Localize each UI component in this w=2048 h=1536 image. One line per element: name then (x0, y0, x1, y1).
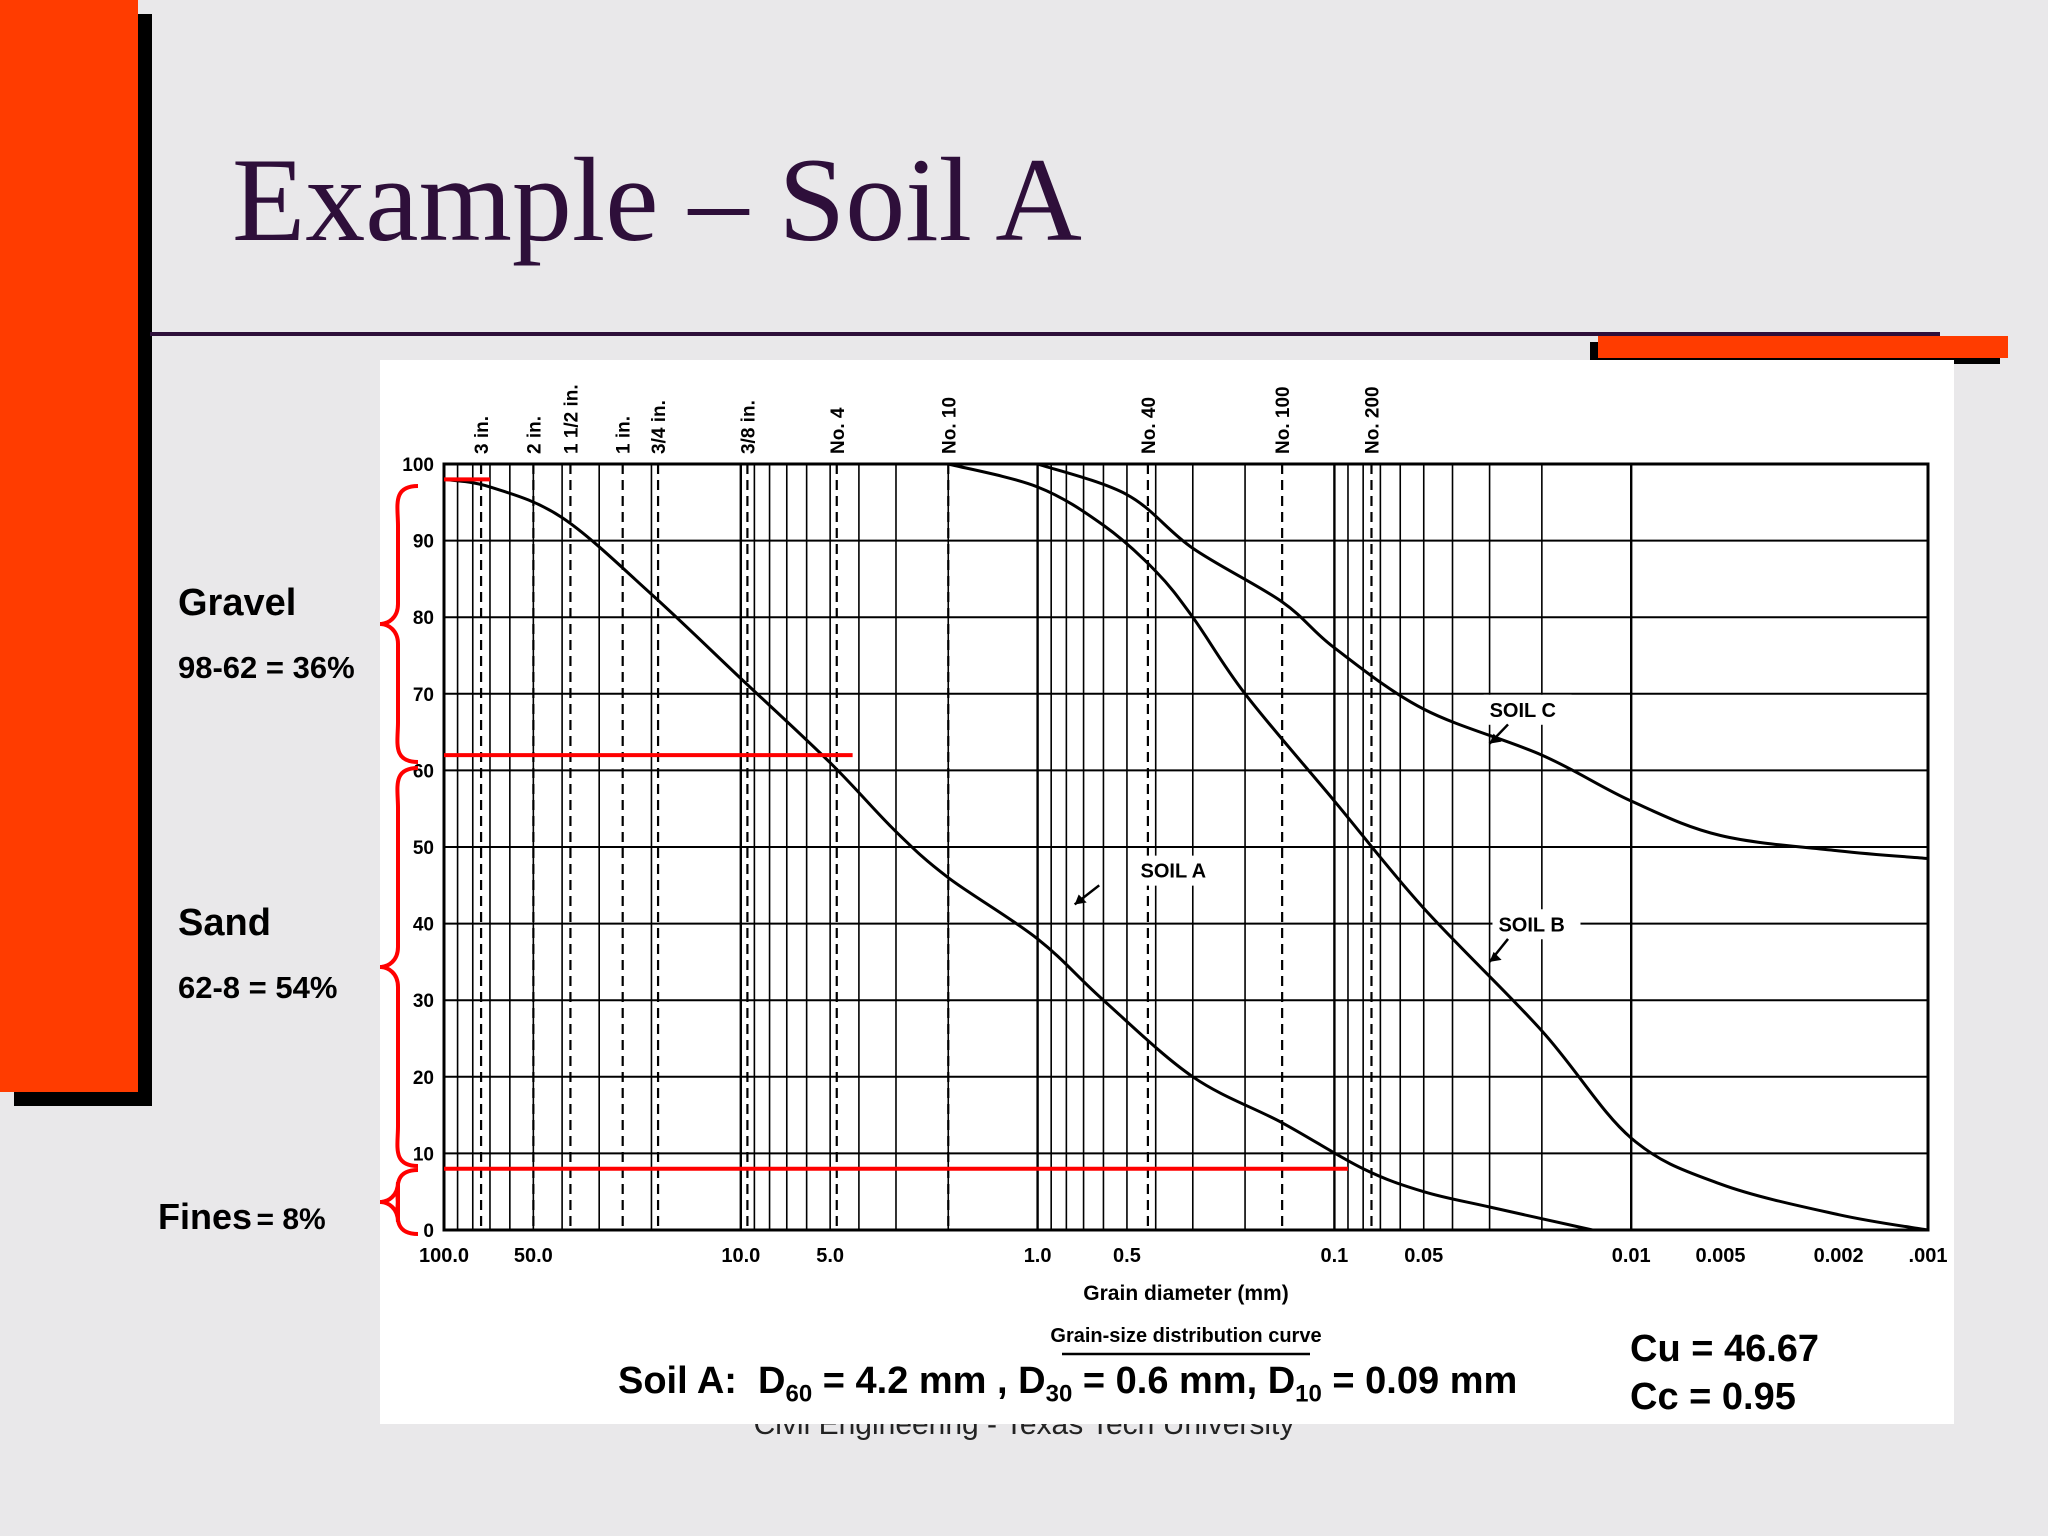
d10-symbol: D (1267, 1360, 1296, 1402)
sieve-label: No. 200 (1362, 386, 1383, 454)
d10-subscript: 10 (1295, 1380, 1322, 1408)
series-arrowhead (1489, 951, 1502, 962)
chart-panel (380, 360, 1954, 1424)
series-label-bg (1492, 909, 1581, 940)
series-label: SOIL B (1498, 914, 1564, 936)
fines-label: Fines (158, 1196, 253, 1237)
x-tick-label: .001 (1909, 1245, 1948, 1267)
y-tick-label: 30 (413, 991, 434, 1012)
x-tick-label: 0.05 (1404, 1245, 1443, 1267)
cc-value: Cc = 0.95 (1630, 1376, 1796, 1418)
sieve-label: 1 in. (614, 416, 635, 454)
y-tick-label: 50 (413, 838, 434, 859)
series-label-bg (1483, 694, 1572, 725)
accent-bar-left (0, 0, 138, 1092)
y-tick-label: 70 (413, 685, 434, 706)
cu-value: Cu = 46.67 (1630, 1328, 1820, 1370)
gravel-label: Gravel (178, 582, 297, 624)
fines-annotation: Fines = 8% (158, 1196, 326, 1238)
sieve-label: No. 10 (939, 397, 960, 454)
sieve-label: No. 4 (828, 407, 849, 454)
x-tick-label: 0.1 (1320, 1245, 1348, 1267)
x-tick-label: 1.0 (1024, 1245, 1052, 1267)
series-line (443, 477, 1593, 1232)
sieve-label: 3/8 in. (738, 400, 759, 454)
sieve-label: 2 in. (524, 416, 545, 454)
x-tick-label: 0.5 (1113, 1245, 1141, 1267)
sand-label: Sand (178, 902, 271, 944)
x-axis-title: Grain diameter (mm) (1083, 1282, 1288, 1305)
formula-prefix: Soil A: (618, 1360, 737, 1402)
d60-symbol: D (758, 1360, 786, 1402)
y-tick-label: 10 (413, 1144, 434, 1165)
gravel-calc: 98-62 = 36% (178, 650, 355, 685)
x-tick-label: 0.01 (1612, 1245, 1651, 1267)
y-tick-label: 0 (423, 1221, 434, 1242)
x-tick-label: 100.0 (419, 1245, 469, 1267)
d30-subscript: 30 (1045, 1380, 1073, 1408)
d30-symbol: D (1018, 1360, 1046, 1402)
soil-a-formula: Soil A: D60 = 4.2 mm , D30 = 0.6 mm, D10… (618, 1360, 1517, 1409)
x-tick-label: 0.002 (1814, 1245, 1864, 1267)
x-tick-label: 50.0 (514, 1245, 553, 1267)
accent-bar-small (1598, 336, 2008, 358)
chart-title: Grain-size distribution curve (1050, 1325, 1321, 1347)
sieve-label: 1 1/2 in. (561, 384, 582, 454)
grain-size-chart: 0 10 20 30 40 50 60 70 80 90 100 100.0 50.0 10.0 5.0 1.… (402, 384, 1948, 1356)
y-tick-label: 40 (413, 915, 434, 936)
y-tick-label: 100 (402, 455, 434, 476)
d60-value: = 4.2 mm , (822, 1360, 1008, 1402)
d60-subscript: 60 (785, 1380, 813, 1408)
y-tick-label: 80 (413, 608, 434, 629)
series-line (1037, 462, 1929, 860)
sieve-label: No. 40 (1139, 397, 1160, 454)
series-line (947, 462, 1929, 1232)
series-arrowhead (1489, 733, 1502, 744)
fines-value: = 8% (256, 1203, 326, 1236)
x-tick-label: 5.0 (816, 1245, 844, 1267)
series-label-bg (1134, 855, 1223, 886)
series-label: SOIL C (1490, 700, 1556, 722)
sand-calc: 62-8 = 54% (178, 970, 338, 1005)
x-tick-label: 10.0 (721, 1245, 760, 1267)
y-tick-label: 90 (413, 532, 434, 553)
y-tick-label: 60 (413, 761, 434, 782)
d10-value: = 0.09 mm (1332, 1360, 1518, 1402)
sieve-label: 3 in. (472, 416, 493, 454)
sieve-label: No. 100 (1273, 386, 1294, 454)
sieve-label: 3/4 in. (649, 400, 670, 454)
series-label: SOIL A (1141, 861, 1207, 883)
d30-value: = 0.6 mm, (1082, 1360, 1258, 1402)
title-rule (150, 332, 1940, 336)
series-arrowhead (1074, 894, 1087, 905)
y-tick-label: 20 (413, 1068, 434, 1089)
x-tick-label: 0.005 (1696, 1245, 1746, 1267)
slide-title: Example – Soil A (232, 133, 1082, 266)
